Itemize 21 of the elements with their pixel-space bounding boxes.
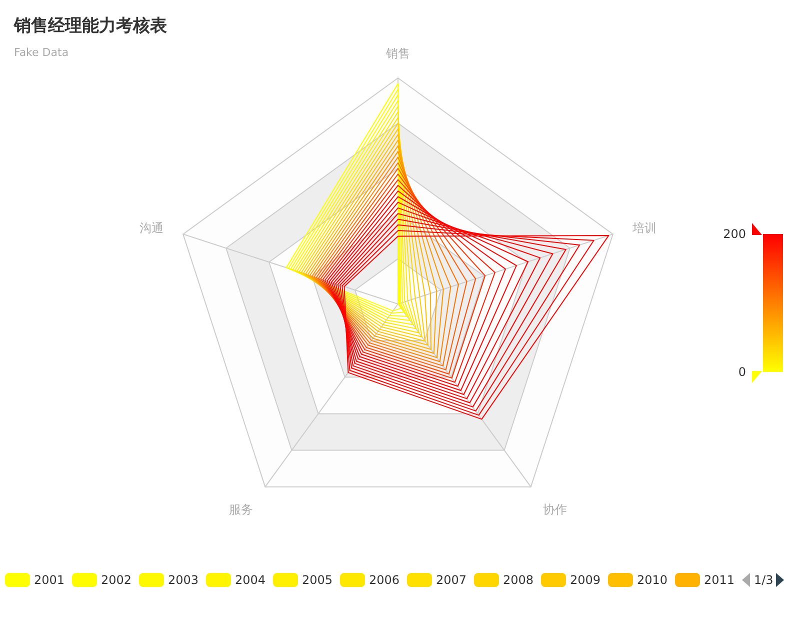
legend-label: 2001 bbox=[34, 573, 65, 587]
spoke-label: 销售 bbox=[385, 46, 410, 61]
legend-label: 2004 bbox=[235, 573, 266, 587]
legend-label: 2006 bbox=[369, 573, 400, 587]
legend-label: 2010 bbox=[637, 573, 668, 587]
text: 0 bbox=[738, 365, 746, 379]
legend-label: 2002 bbox=[101, 573, 132, 587]
legend-label: 2009 bbox=[570, 573, 601, 587]
legend-label: 2005 bbox=[302, 573, 333, 587]
spoke-label: 培训 bbox=[631, 220, 656, 235]
chart-subtitle: Fake Data bbox=[14, 46, 69, 59]
spoke-label: 协作 bbox=[542, 502, 567, 516]
spoke-label: 服务 bbox=[229, 502, 254, 516]
legend-label: 2008 bbox=[503, 573, 534, 587]
spoke-label: 沟通 bbox=[140, 220, 164, 235]
legend-label: 2011 bbox=[704, 573, 735, 587]
text: 200 bbox=[723, 227, 746, 241]
legend-label: 2003 bbox=[168, 573, 199, 587]
legend-label: 2007 bbox=[436, 573, 467, 587]
chart-title: 销售经理能力考核表 bbox=[13, 16, 168, 36]
text: 1/3 bbox=[754, 573, 774, 587]
